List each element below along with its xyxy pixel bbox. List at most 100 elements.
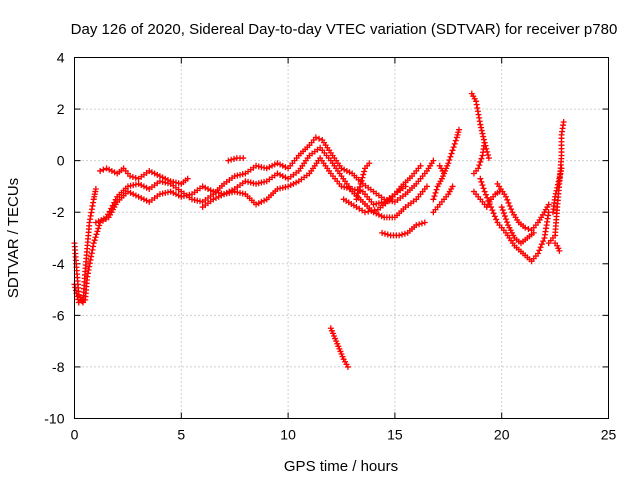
data-point — [106, 166, 113, 173]
data-point — [553, 187, 560, 194]
data-point — [480, 136, 487, 143]
data-point — [355, 190, 362, 197]
y-tick-label: -4 — [52, 256, 65, 272]
data-point — [502, 216, 509, 223]
data-point — [552, 193, 559, 200]
data-point — [379, 229, 386, 236]
data-point — [432, 189, 439, 196]
data-point — [282, 174, 289, 181]
data-point — [258, 198, 265, 205]
data-point — [452, 137, 459, 144]
data-point — [448, 150, 455, 157]
series-arc-3 — [97, 165, 191, 187]
data-point — [498, 204, 505, 211]
x-tick-label: 25 — [601, 427, 617, 443]
data-point — [213, 195, 220, 202]
series-arc-11 — [430, 170, 448, 203]
data-point — [446, 156, 453, 163]
data-point — [210, 196, 217, 203]
data-point — [502, 193, 509, 200]
data-point — [554, 181, 561, 188]
data-point — [138, 195, 145, 202]
series-arc-2 — [71, 144, 430, 306]
data-point — [287, 182, 294, 189]
y-tick-label: -6 — [52, 307, 65, 323]
data-point — [95, 218, 102, 225]
data-point — [74, 293, 81, 300]
data-point — [421, 219, 428, 226]
data-point — [478, 178, 485, 185]
data-point — [433, 186, 440, 193]
data-point — [493, 216, 500, 223]
series-arc-19 — [498, 204, 537, 247]
data-point — [127, 189, 134, 196]
data-point — [184, 175, 191, 182]
data-point — [132, 192, 139, 199]
data-point — [92, 186, 99, 193]
series-arc-17 — [477, 175, 552, 265]
data-point — [218, 192, 225, 199]
data-point — [384, 231, 391, 238]
data-point — [525, 225, 532, 232]
data-point — [501, 213, 508, 220]
data-point — [478, 155, 485, 162]
data-point — [479, 182, 486, 189]
data-point — [148, 169, 155, 176]
data-point — [240, 155, 247, 162]
data-point — [96, 222, 103, 229]
data-point — [504, 219, 511, 226]
series-arc-1 — [71, 186, 99, 306]
data-point — [100, 166, 107, 173]
data-point — [537, 244, 544, 251]
data-point — [78, 298, 85, 305]
data-point — [478, 127, 485, 134]
data-point — [359, 174, 366, 181]
data-point — [274, 160, 281, 167]
data-point — [343, 167, 350, 174]
data-point — [316, 135, 323, 142]
data-point — [375, 211, 382, 218]
data-point — [266, 164, 273, 171]
series-arc-21 — [549, 165, 565, 216]
series-arc-12 — [430, 183, 456, 216]
data-point — [401, 230, 408, 237]
y-tick-label: -10 — [44, 411, 64, 427]
data-point — [285, 183, 292, 190]
data-point — [72, 287, 79, 294]
data-point — [344, 363, 351, 370]
data-point — [202, 184, 209, 191]
data-point — [366, 160, 373, 167]
data-point — [277, 161, 284, 168]
data-point — [361, 168, 368, 175]
data-point — [269, 162, 276, 169]
data-point — [484, 194, 491, 201]
data-point — [215, 193, 222, 200]
data-point — [154, 171, 161, 178]
x-tick-label: 20 — [494, 427, 510, 443]
x-tick-label: 5 — [177, 427, 185, 443]
data-point — [75, 296, 82, 303]
data-point — [282, 164, 289, 171]
data-point — [170, 189, 177, 196]
data-point — [530, 229, 537, 236]
data-point — [341, 166, 348, 173]
data-point — [94, 228, 101, 235]
data-point — [230, 155, 237, 162]
data-point — [477, 158, 484, 165]
grid-lines — [74, 57, 609, 419]
data-point — [143, 184, 150, 191]
data-point — [263, 165, 270, 172]
data-point — [356, 187, 363, 194]
data-point — [500, 210, 507, 217]
data-point — [103, 165, 110, 172]
data-point — [108, 167, 115, 174]
data-point — [135, 193, 142, 200]
data-point — [447, 153, 454, 160]
data-point — [92, 219, 99, 226]
data-point — [91, 237, 98, 244]
series-arc-7 — [340, 162, 424, 216]
data-point — [90, 240, 97, 247]
data-point — [478, 124, 485, 131]
data-point — [556, 247, 563, 254]
